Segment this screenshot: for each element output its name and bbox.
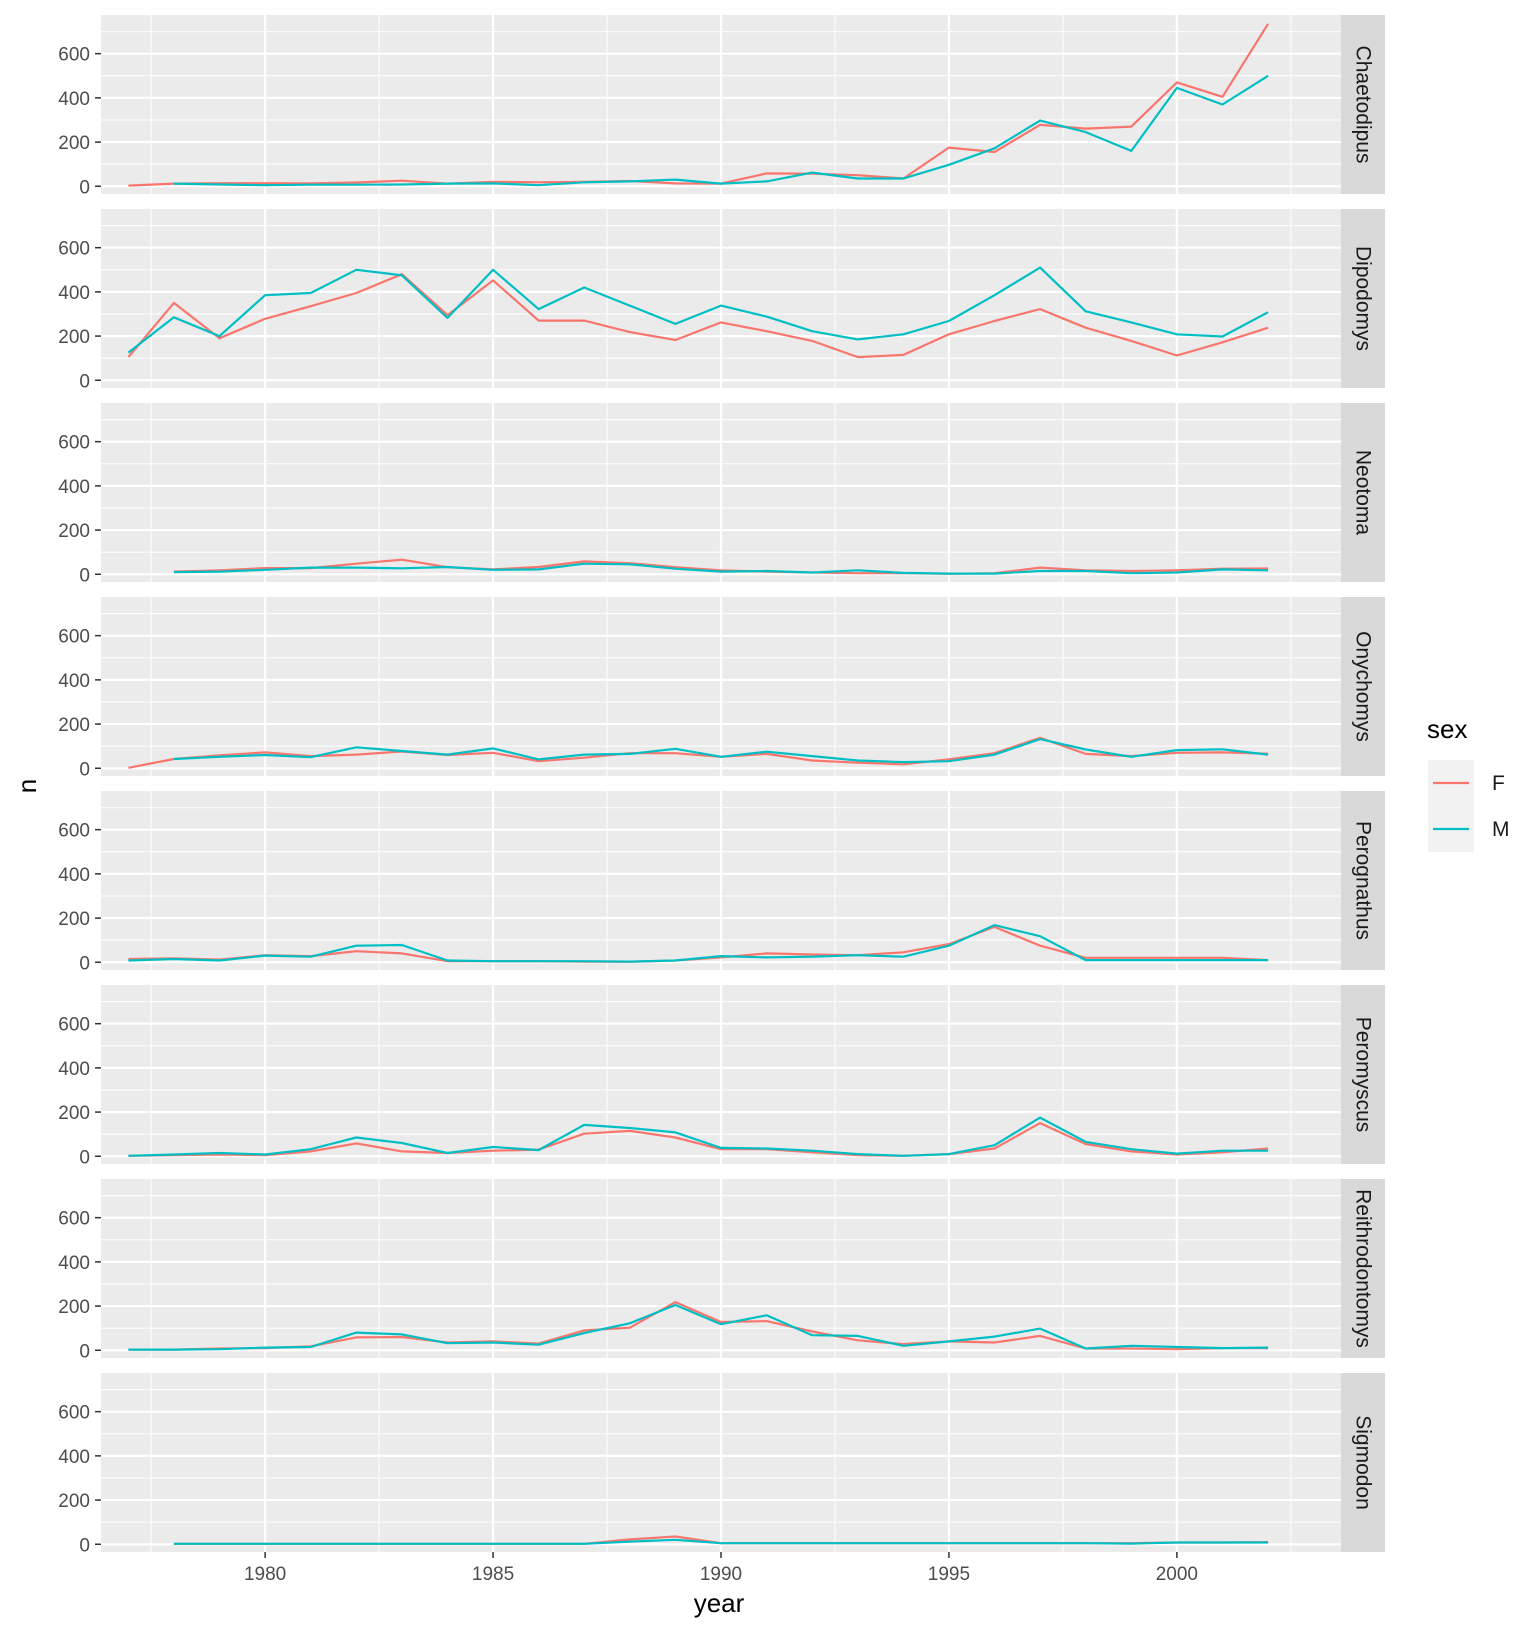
series-line-m [173, 562, 1269, 575]
facet-panel: 0 200 400 600 Sigmodon [58, 1373, 1385, 1556]
facet-strip-label: Dipodomys [1352, 246, 1375, 351]
facet-strip-label: Onychomys [1352, 631, 1375, 742]
x-axis-title: year [694, 1588, 745, 1618]
series-line-f [128, 23, 1270, 187]
x-tick-label: 1985 [472, 1564, 514, 1585]
legend-label-m: M [1492, 818, 1510, 841]
facet-strip [1341, 15, 1385, 194]
y-tick-label: 200 [58, 715, 90, 736]
y-tick-label: 600 [58, 1015, 90, 1036]
y-tick-label: 400 [58, 671, 90, 692]
facet-strip-label: Neotoma [1352, 450, 1375, 536]
y-tick-label: 200 [58, 521, 90, 542]
y-tick-label: 200 [58, 1297, 90, 1318]
y-tick-label: 0 [79, 1341, 90, 1362]
y-tick-label: 200 [58, 1103, 90, 1124]
y-tick-label: 600 [58, 1403, 90, 1424]
facet-strip-label: Reithrodontomys [1352, 1189, 1375, 1348]
facet-panel: 0 200 400 600 Neotoma [58, 403, 1385, 586]
y-tick-label: 400 [58, 1059, 90, 1080]
x-tick-label: 1990 [700, 1564, 742, 1585]
y-tick-label: 400 [58, 89, 90, 110]
series-line-m [173, 74, 1269, 187]
legend-title: sex [1427, 714, 1467, 744]
y-tick-label: 600 [58, 627, 90, 648]
facet-strip-label: Perognathus [1352, 821, 1375, 940]
facet-strip [1341, 791, 1385, 970]
legend-label-f: F [1492, 772, 1505, 795]
x-axis: 1980 1985 1990 1995 2000 [244, 1552, 1198, 1585]
y-tick-label: 200 [58, 909, 90, 930]
facet-panel: 0 200 400 600 Reithrodontomys [58, 1179, 1385, 1362]
series-line-f [128, 1121, 1269, 1157]
facet-panel: 0 200 400 600 Peromyscus [58, 985, 1385, 1168]
y-tick-label: 400 [58, 1447, 90, 1468]
y-tick-label: 0 [79, 1535, 90, 1556]
facet-panel: 0 200 400 600 Onychomys [58, 597, 1385, 780]
series-line-m [128, 1303, 1269, 1351]
y-tick-label: 0 [79, 371, 90, 392]
series-line-m [128, 1116, 1269, 1157]
y-tick-label: 0 [79, 953, 90, 974]
y-tick-label: 0 [79, 1147, 90, 1168]
y-tick-label: 600 [58, 45, 90, 66]
facet-strip-label: Chaetodipus [1352, 46, 1375, 164]
y-tick-label: 200 [58, 327, 90, 348]
y-tick-label: 600 [58, 433, 90, 454]
y-tick-label: 400 [58, 283, 90, 304]
facet-strip [1341, 403, 1385, 582]
facet-panel: 0 200 400 600 Perognathus [58, 791, 1385, 974]
y-tick-label: 200 [58, 133, 90, 154]
y-tick-label: 0 [79, 177, 90, 198]
facet-strip [1341, 209, 1385, 388]
series-line-m [128, 923, 1269, 963]
legend: sex FM [1427, 714, 1510, 852]
x-tick-label: 1995 [928, 1564, 970, 1585]
facet-strip [1341, 1373, 1385, 1552]
x-tick-label: 2000 [1156, 1564, 1198, 1585]
y-axis-title: n [12, 779, 42, 793]
series-line-m [173, 1538, 1269, 1545]
facet-strip-label: Sigmodon [1352, 1415, 1375, 1510]
y-tick-label: 400 [58, 477, 90, 498]
facet-panel: 0 200 400 600 Dipodomys [58, 209, 1385, 392]
y-tick-label: 600 [58, 239, 90, 260]
series-line-m [173, 737, 1269, 764]
y-tick-label: 0 [79, 759, 90, 780]
facet-panels: 0 200 400 600 Chaetodipus 0 200 400 600 Dipodomys… [58, 15, 1385, 1556]
y-tick-label: 600 [58, 1209, 90, 1230]
facet-strip-label: Peromyscus [1352, 1017, 1375, 1133]
facet-strip [1341, 597, 1385, 776]
facet-strip [1341, 985, 1385, 1164]
y-tick-label: 0 [79, 565, 90, 586]
y-tick-label: 600 [58, 821, 90, 842]
x-tick-label: 1980 [244, 1564, 286, 1585]
y-tick-label: 400 [58, 1253, 90, 1274]
y-tick-label: 200 [58, 1491, 90, 1512]
series-line-f [127, 273, 1269, 359]
facet-strip [1341, 1179, 1385, 1358]
y-tick-label: 400 [58, 865, 90, 886]
facet-panel: 0 200 400 600 Chaetodipus [58, 15, 1385, 198]
series-line-m [127, 266, 1269, 354]
